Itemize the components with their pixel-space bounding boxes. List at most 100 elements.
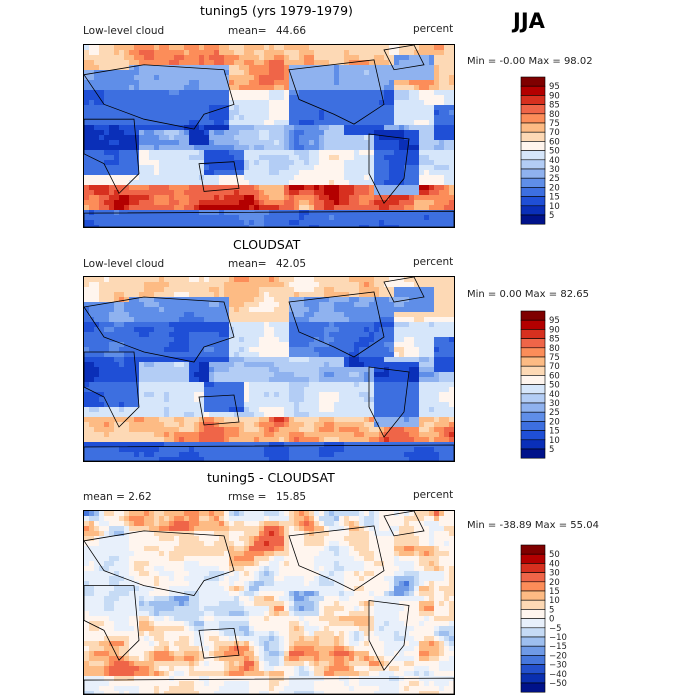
colorbar-label: 95 bbox=[549, 82, 560, 92]
panel-3-title: tuning5 - CLOUDSAT bbox=[207, 470, 335, 485]
colorbar-label: 20 bbox=[549, 183, 560, 193]
colorbar-label: −20 bbox=[549, 651, 567, 661]
colorbar-label: 90 bbox=[549, 91, 560, 101]
colorbar-swatch bbox=[520, 338, 546, 349]
colorbar-swatch bbox=[520, 196, 546, 207]
panel-2-minmax: Min = 0.00 Max = 82.65 bbox=[467, 289, 589, 300]
colorbar-label: 10 bbox=[549, 202, 560, 212]
colorbar-label: 40 bbox=[549, 156, 560, 166]
colorbar-swatch bbox=[520, 187, 546, 197]
colorbar-swatch bbox=[520, 572, 546, 583]
colorbar-swatch bbox=[520, 618, 546, 629]
colorbar-swatch bbox=[520, 402, 546, 413]
colorbar-swatch bbox=[520, 375, 546, 385]
colorbar-swatch bbox=[520, 347, 546, 358]
colorbar-label: 0 bbox=[549, 615, 554, 625]
colorbar-swatch bbox=[520, 411, 546, 422]
panel-3-map bbox=[83, 510, 455, 695]
colorbar-label: 20 bbox=[549, 417, 560, 427]
panel-1-map bbox=[83, 44, 455, 228]
colorbar-swatch bbox=[520, 664, 546, 675]
colorbar-swatch bbox=[520, 393, 546, 404]
colorbar-swatch bbox=[520, 310, 546, 321]
panel-1-minmax: Min = -0.00 Max = 98.02 bbox=[467, 56, 593, 67]
colorbar-label: 30 bbox=[549, 165, 560, 175]
colorbar-swatch bbox=[520, 682, 546, 693]
colorbar-label: 5 bbox=[549, 605, 554, 615]
colorbar-swatch bbox=[520, 122, 546, 133]
colorbar-swatch bbox=[520, 553, 546, 564]
colorbar-swatch bbox=[520, 384, 546, 395]
colorbar-swatch bbox=[520, 85, 546, 96]
colorbar-label: 75 bbox=[549, 353, 560, 363]
colorbar-swatch bbox=[520, 590, 546, 601]
panel-1-variable: Low-level cloud bbox=[83, 25, 165, 37]
colorbar-label: 40 bbox=[549, 390, 560, 400]
colorbar-swatch bbox=[520, 329, 546, 339]
colorbar-swatch bbox=[520, 214, 546, 225]
colorbar-label: 15 bbox=[549, 587, 560, 597]
panel-3-mean: mean = 2.62 bbox=[83, 491, 152, 503]
colorbar-label: −50 bbox=[549, 679, 567, 689]
panel-1-title: tuning5 (yrs 1979-1979) bbox=[200, 3, 353, 18]
colorbar-label: 5 bbox=[549, 445, 554, 455]
colorbar-swatch bbox=[520, 673, 546, 684]
colorbar-label: 5 bbox=[549, 211, 554, 221]
colorbar-swatch bbox=[520, 439, 546, 450]
colorbar-swatch bbox=[520, 356, 546, 367]
panel-3-minmax: Min = -38.89 Max = 55.04 bbox=[467, 520, 599, 531]
map-field bbox=[84, 277, 454, 461]
colorbar-swatch bbox=[520, 104, 546, 115]
colorbar-label: 25 bbox=[549, 408, 560, 418]
colorbar-swatch bbox=[520, 645, 546, 656]
panel-2-stat-value: 42.05 bbox=[276, 258, 307, 270]
colorbar-label: 30 bbox=[549, 569, 560, 579]
colorbar-label: 15 bbox=[549, 193, 560, 203]
colorbar-swatch bbox=[520, 150, 546, 161]
season-label: JJA bbox=[513, 9, 545, 33]
colorbar-label: 40 bbox=[549, 559, 560, 569]
colorbar-label: 80 bbox=[549, 110, 560, 120]
map-field bbox=[84, 45, 454, 227]
panel-2-stat-label: mean= bbox=[228, 258, 267, 270]
colorbar-label: 15 bbox=[549, 427, 560, 437]
colorbar-label: 50 bbox=[549, 147, 560, 157]
colorbar-label: −40 bbox=[549, 670, 567, 680]
colorbar-swatch bbox=[520, 599, 546, 610]
colorbar-label: −15 bbox=[549, 642, 567, 652]
panel-2-title: CLOUDSAT bbox=[233, 237, 301, 252]
colorbar-label: 70 bbox=[549, 128, 560, 138]
panel-1-stat-value: 44.66 bbox=[276, 25, 307, 37]
panel-1-stat-label: mean= bbox=[228, 25, 267, 37]
colorbar-swatch bbox=[520, 365, 546, 376]
colorbar-label: 95 bbox=[549, 316, 560, 326]
colorbar-label: 10 bbox=[549, 436, 560, 446]
colorbar-swatch bbox=[520, 95, 546, 105]
colorbar-swatch bbox=[520, 113, 546, 124]
colorbar-swatch bbox=[520, 421, 546, 431]
colorbar-swatch bbox=[520, 168, 546, 179]
colorbar-label: 30 bbox=[549, 399, 560, 409]
panel-3-stat-label: rmse = bbox=[228, 491, 267, 503]
colorbar-label: 20 bbox=[549, 578, 560, 588]
colorbar-swatch bbox=[520, 159, 546, 170]
colorbar-swatch bbox=[520, 205, 546, 216]
panel-2-unit: percent bbox=[413, 256, 454, 268]
panel-2-variable: Low-level cloud bbox=[83, 258, 165, 270]
colorbar-swatch bbox=[520, 581, 546, 592]
colorbar-swatch bbox=[520, 636, 546, 647]
colorbar-swatch bbox=[520, 131, 546, 142]
colorbar-swatch bbox=[520, 76, 546, 87]
colorbar-swatch bbox=[520, 563, 546, 573]
colorbar-swatch bbox=[520, 448, 546, 459]
colorbar-label: 70 bbox=[549, 362, 560, 372]
colorbar-label: −5 bbox=[549, 624, 562, 634]
colorbar-label: 75 bbox=[549, 119, 560, 129]
colorbar-label: 25 bbox=[549, 174, 560, 184]
colorbar-label: 90 bbox=[549, 325, 560, 335]
panel-1-unit: percent bbox=[413, 23, 454, 35]
colorbar-label: 10 bbox=[549, 596, 560, 606]
